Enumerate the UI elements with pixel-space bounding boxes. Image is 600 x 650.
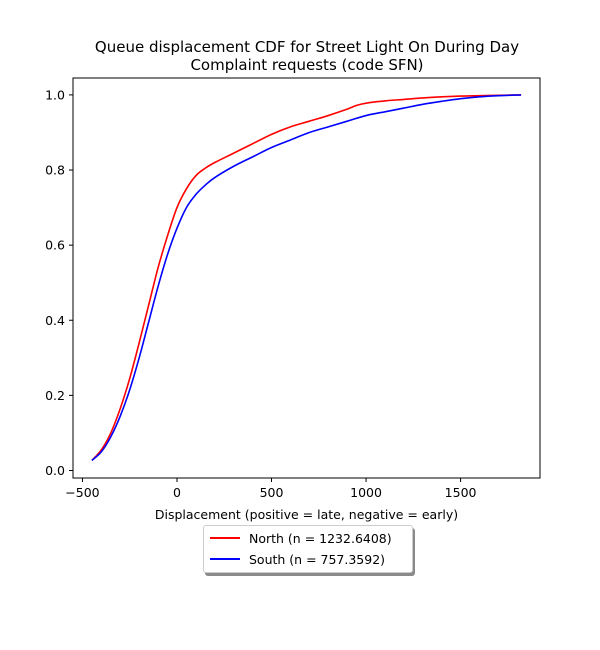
x-tick-label: 500 xyxy=(260,485,284,500)
legend-label-north: North (n = 1232.6408) xyxy=(249,530,392,546)
x-axis-label: Displacement (positive = late, negative … xyxy=(155,507,458,522)
y-tick-label: 0.6 xyxy=(45,238,65,253)
chart-title-line: Complaint requests (code SFN) xyxy=(190,56,423,74)
y-tick-label: 0.4 xyxy=(45,313,65,328)
x-tick-label: 1000 xyxy=(350,485,382,500)
plot-area-frame xyxy=(72,77,541,479)
x-tick-label: −500 xyxy=(65,485,99,500)
chart-title-line: Queue displacement CDF for Street Light … xyxy=(95,38,519,56)
legend-swatch-north xyxy=(210,537,240,539)
y-tick-label: 1.0 xyxy=(45,87,65,102)
series-line-north xyxy=(91,94,522,461)
legend-swatch-south xyxy=(210,558,240,560)
y-tick-label: 0.2 xyxy=(45,388,65,403)
x-axis-ticks: −500 0 500 1000 1500 xyxy=(65,478,477,500)
y-axis-ticks: 0.0 0.2 0.4 0.6 0.8 1.0 xyxy=(45,87,73,478)
x-tick-label: 0 xyxy=(173,485,181,500)
y-tick-label: 0.8 xyxy=(45,163,65,178)
legend-item-north: North (n = 1232.6408) xyxy=(210,529,392,547)
series-lines xyxy=(91,94,522,461)
legend-item-south: South (n = 757.3592) xyxy=(210,550,385,568)
legend: North (n = 1232.6408) South (n = 757.359… xyxy=(203,525,413,573)
legend-label-south: South (n = 757.3592) xyxy=(249,551,386,567)
y-tick-label: 0.0 xyxy=(45,463,65,478)
x-tick-label: 1500 xyxy=(445,485,477,500)
series-line-south xyxy=(91,94,522,461)
chart-title: Queue displacement CDF for Street Light … xyxy=(95,38,519,74)
